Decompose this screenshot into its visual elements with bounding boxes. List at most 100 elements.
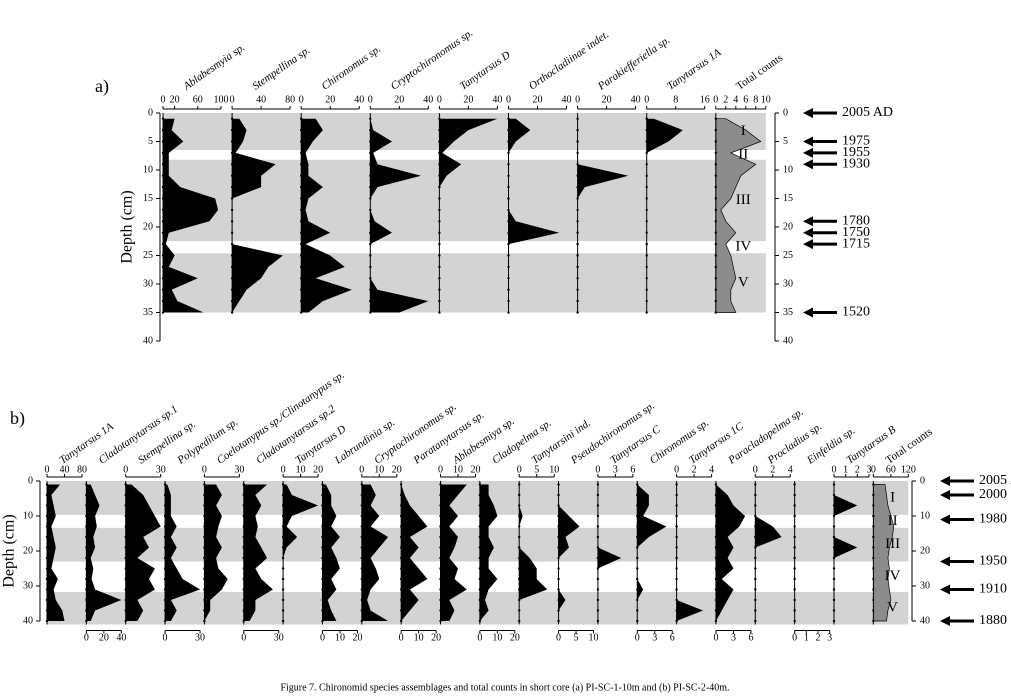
sample-dot [793,556,796,560]
sample-dot [596,609,600,612]
sample-dot [714,117,717,120]
sample-dot [439,514,442,518]
sample-dot [360,567,363,570]
sample-dot [576,128,579,132]
sample-dot [714,220,717,223]
sample-dot [45,514,49,518]
sample-dot [163,514,167,518]
zone-label: II [888,513,898,529]
sample-dot [230,288,234,291]
sample-dot [45,535,49,539]
sample-dot [872,514,875,518]
x-tick-label: 30 [274,632,284,643]
sample-dot [230,174,234,177]
sample-dot [399,598,403,602]
date-arrowhead [803,307,813,318]
sample-dot [645,288,648,291]
sample-dot [478,567,482,570]
sample-dot [85,546,88,549]
sample-dot [714,140,717,143]
sample-dot [161,151,165,155]
sample-dot [242,609,245,612]
sample-dot [872,525,875,528]
y-tick-label: 40 [920,615,930,626]
sample-dot [124,577,127,581]
sample-dot [321,577,324,581]
sample-dot [714,504,718,507]
sample-dot [161,128,165,132]
sample-dot [478,619,482,623]
sample-dot [161,185,165,189]
sample-dot [369,163,372,166]
sample-dot [557,588,560,591]
profile-area [165,484,201,621]
sample-dot [793,514,796,518]
sample-dot [675,556,678,560]
sample-dot [45,577,49,581]
sample-dot [124,609,127,612]
sample-dot [85,525,88,528]
sample-dot [369,197,372,200]
x-tick-label: 20 [394,94,404,105]
x-tick-label: 0 [241,632,246,643]
sample-dot [281,504,285,507]
x-tick-label: 3 [867,464,872,475]
x-tick-label: 0 [84,632,89,643]
sample-dot [507,163,510,166]
sample-dot [507,288,510,291]
x-tick-label: 0 [713,632,718,643]
sample-dot [675,619,678,623]
sample-dot [369,185,372,189]
sample-dot [230,277,234,280]
y-tick-label: 35 [143,307,153,318]
sample-dot [832,546,836,549]
sample-dot [576,163,579,166]
sample-dot [576,208,579,212]
sample-dot [242,546,245,549]
date-label: 1950 [979,554,1007,569]
sample-dot [369,277,372,280]
date-label: 1910 [979,582,1007,597]
sample-dot [518,514,521,518]
sample-dot [832,504,836,507]
y-tick-label: 0 [28,475,33,486]
sample-dot [645,231,648,234]
sample-dot [438,277,441,280]
sample-dot [161,140,165,143]
sample-dot [360,525,363,528]
sample-dot [636,556,639,560]
x-tick-label: 0 [871,464,876,475]
sample-dot [321,556,324,560]
sample-dot [163,609,167,612]
sample-dot [557,483,560,486]
sample-dot [203,598,206,602]
sample-dot [557,567,560,570]
sample-dot [161,254,165,257]
sample-dot [321,514,324,518]
sample-dot [230,128,234,132]
sample-dot [300,299,303,303]
sample-dot [85,514,88,518]
profile-area [361,484,389,621]
sample-dot [399,567,403,570]
sample-dot [161,311,165,314]
sample-dot [832,577,836,581]
sample-dot [645,163,648,166]
sample-dot [399,504,403,507]
x-tick-label: 20 [170,94,180,105]
sample-dot [872,483,875,486]
sample-dot [518,598,521,602]
sample-dot [124,619,127,623]
sample-dot [281,546,285,549]
sample-dot [832,525,836,528]
x-tick-label: 100 [214,94,229,105]
sample-dot [832,588,836,591]
sample-dot [300,128,303,132]
sample-dot [438,174,441,177]
sample-dot [242,556,245,560]
x-tick-label: 20 [510,632,520,643]
sample-dot [203,514,206,518]
sample-dot [203,525,206,528]
sample-dot [557,619,560,623]
